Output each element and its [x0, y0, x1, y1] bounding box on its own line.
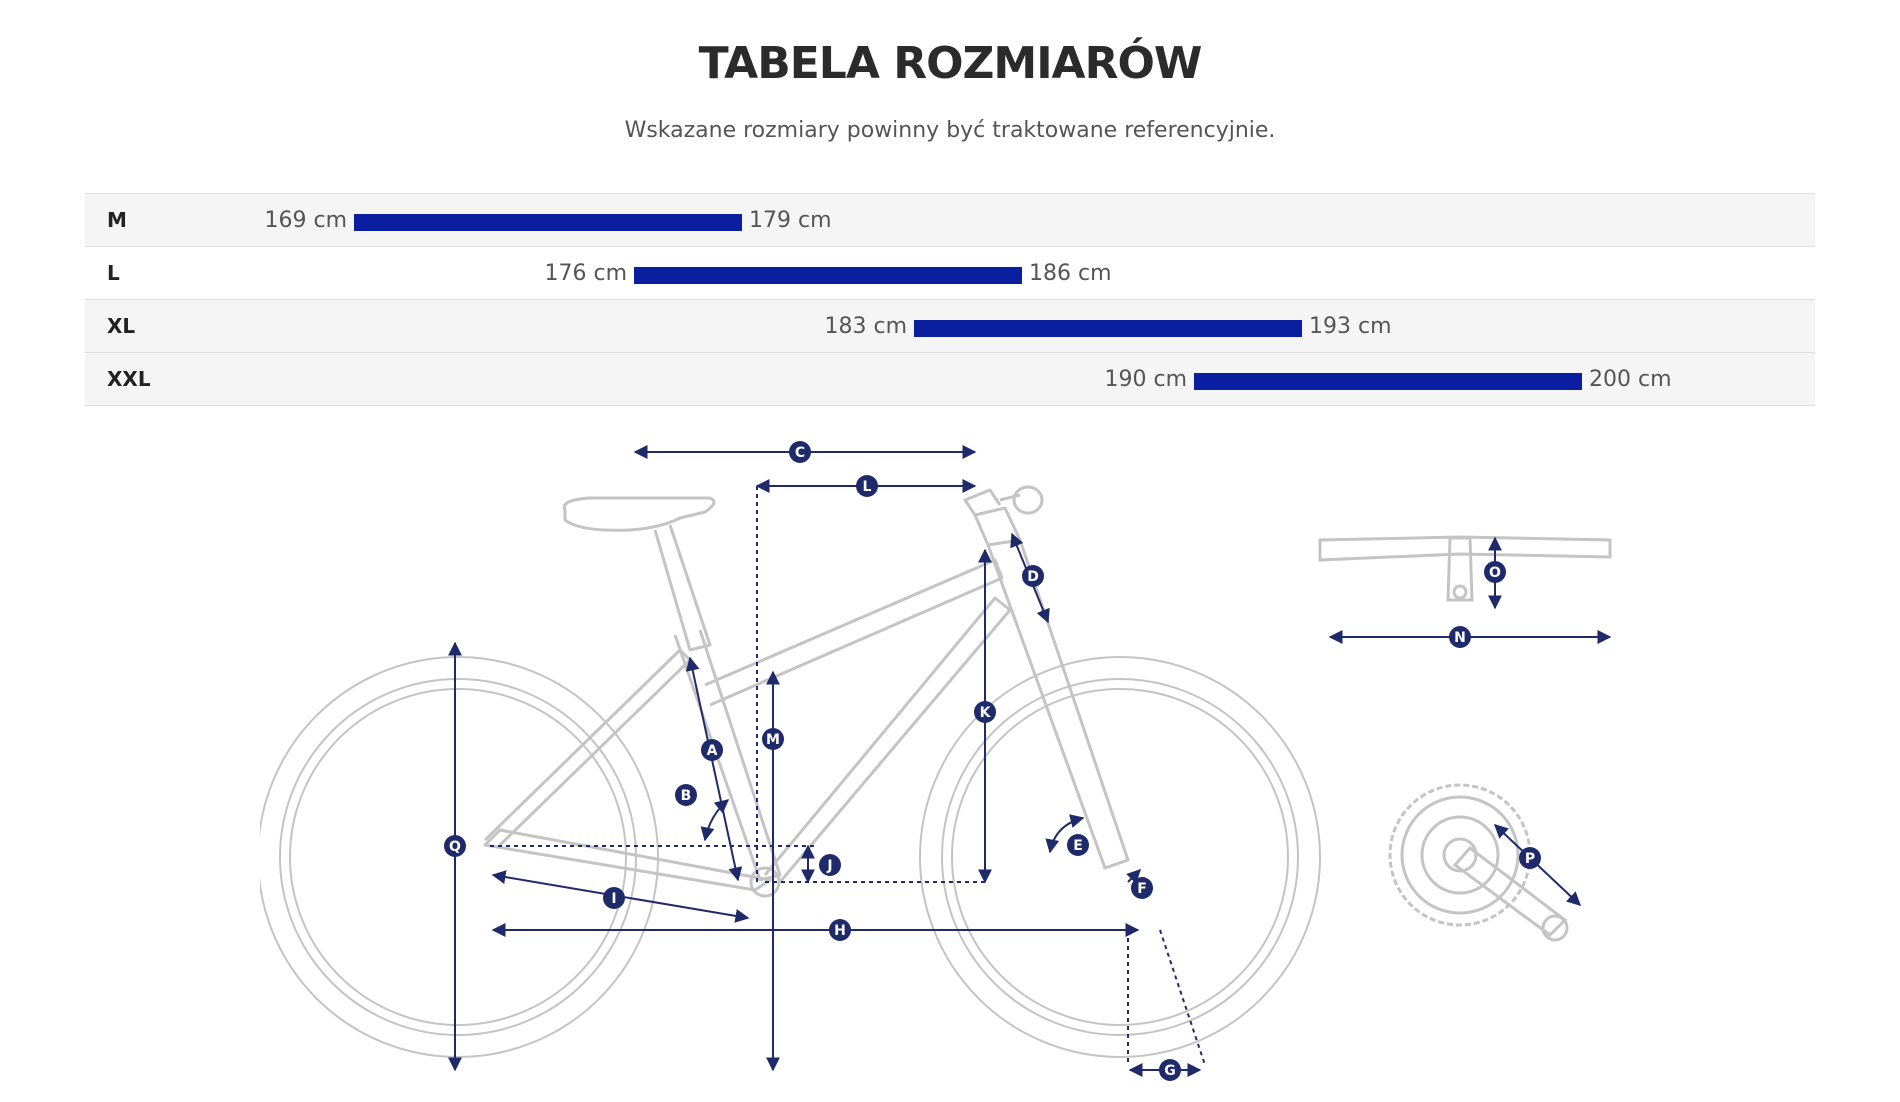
bike-geometry-diagram: C L D A M K B Q J I H E F G O N P	[260, 441, 1612, 1081]
svg-text:P: P	[1525, 851, 1535, 867]
marker-l: L	[856, 475, 878, 497]
marker-a: A	[701, 739, 723, 761]
front-wheel	[919, 656, 1321, 1058]
marker-o: O	[1484, 561, 1506, 583]
size-label: XXL	[107, 367, 151, 391]
marker-b: B	[675, 784, 697, 806]
svg-text:L: L	[863, 479, 872, 495]
size-row-xl: XL 183 cm 193 cm	[85, 300, 1815, 353]
svg-text:H: H	[834, 923, 846, 939]
size-row-m: M 169 cm 179 cm	[85, 194, 1815, 247]
svg-text:A: A	[707, 743, 718, 759]
height-min: 183 cm	[824, 314, 907, 339]
height-max: 193 cm	[1309, 314, 1392, 339]
bike-frame	[483, 485, 1130, 898]
measurement-lines	[448, 445, 1612, 1077]
marker-p: P	[1519, 847, 1541, 869]
page-title: TABELA ROZMIARÓW	[698, 38, 1203, 89]
marker-q: Q	[444, 835, 466, 857]
svg-text:K: K	[980, 705, 992, 721]
marker-e: E	[1067, 834, 1089, 856]
marker-j: J	[819, 854, 841, 876]
size-label: L	[107, 261, 120, 285]
marker-f: F	[1131, 877, 1153, 899]
height-min: 176 cm	[544, 261, 627, 286]
svg-text:O: O	[1489, 565, 1501, 581]
page-subtitle: Wskazane rozmiary powinny być traktowane…	[624, 118, 1276, 143]
marker-c: C	[789, 441, 811, 463]
svg-text:C: C	[795, 445, 805, 461]
height-min: 169 cm	[264, 208, 347, 233]
size-label: M	[107, 208, 127, 232]
crankset	[1388, 783, 1569, 942]
size-row-l: L 176 cm 186 cm	[85, 247, 1815, 300]
height-min: 190 cm	[1104, 367, 1187, 392]
svg-text:D: D	[1027, 569, 1039, 585]
marker-i: I	[603, 887, 625, 909]
svg-text:N: N	[1454, 630, 1466, 646]
svg-text:M: M	[766, 732, 780, 748]
marker-n: N	[1449, 626, 1471, 648]
marker-m: M	[762, 728, 784, 750]
svg-text:F: F	[1137, 881, 1147, 897]
handlebar-top-view	[1318, 535, 1612, 602]
size-table: M 169 cm 179 cm L 176 cm 186 cm XL 183 c…	[85, 193, 1815, 406]
height-range-bar	[354, 214, 742, 231]
height-range-bar	[1194, 373, 1582, 390]
height-range-bar	[914, 320, 1302, 337]
rear-wheel	[260, 656, 659, 1058]
svg-text:E: E	[1073, 838, 1083, 854]
marker-g: G	[1159, 1059, 1181, 1081]
marker-k: K	[974, 701, 996, 723]
svg-text:G: G	[1164, 1063, 1176, 1079]
svg-text:I: I	[611, 891, 616, 907]
height-max: 179 cm	[749, 208, 832, 233]
height-max: 186 cm	[1029, 261, 1112, 286]
marker-h: H	[829, 919, 851, 941]
marker-d: D	[1022, 565, 1044, 587]
height-range-bar	[634, 267, 1022, 284]
svg-text:J: J	[826, 858, 832, 874]
size-label: XL	[107, 314, 136, 338]
svg-text:Q: Q	[449, 839, 461, 855]
height-max: 200 cm	[1589, 367, 1672, 392]
size-row-xxl: XXL 190 cm 200 cm	[85, 353, 1815, 406]
svg-text:B: B	[681, 788, 692, 804]
